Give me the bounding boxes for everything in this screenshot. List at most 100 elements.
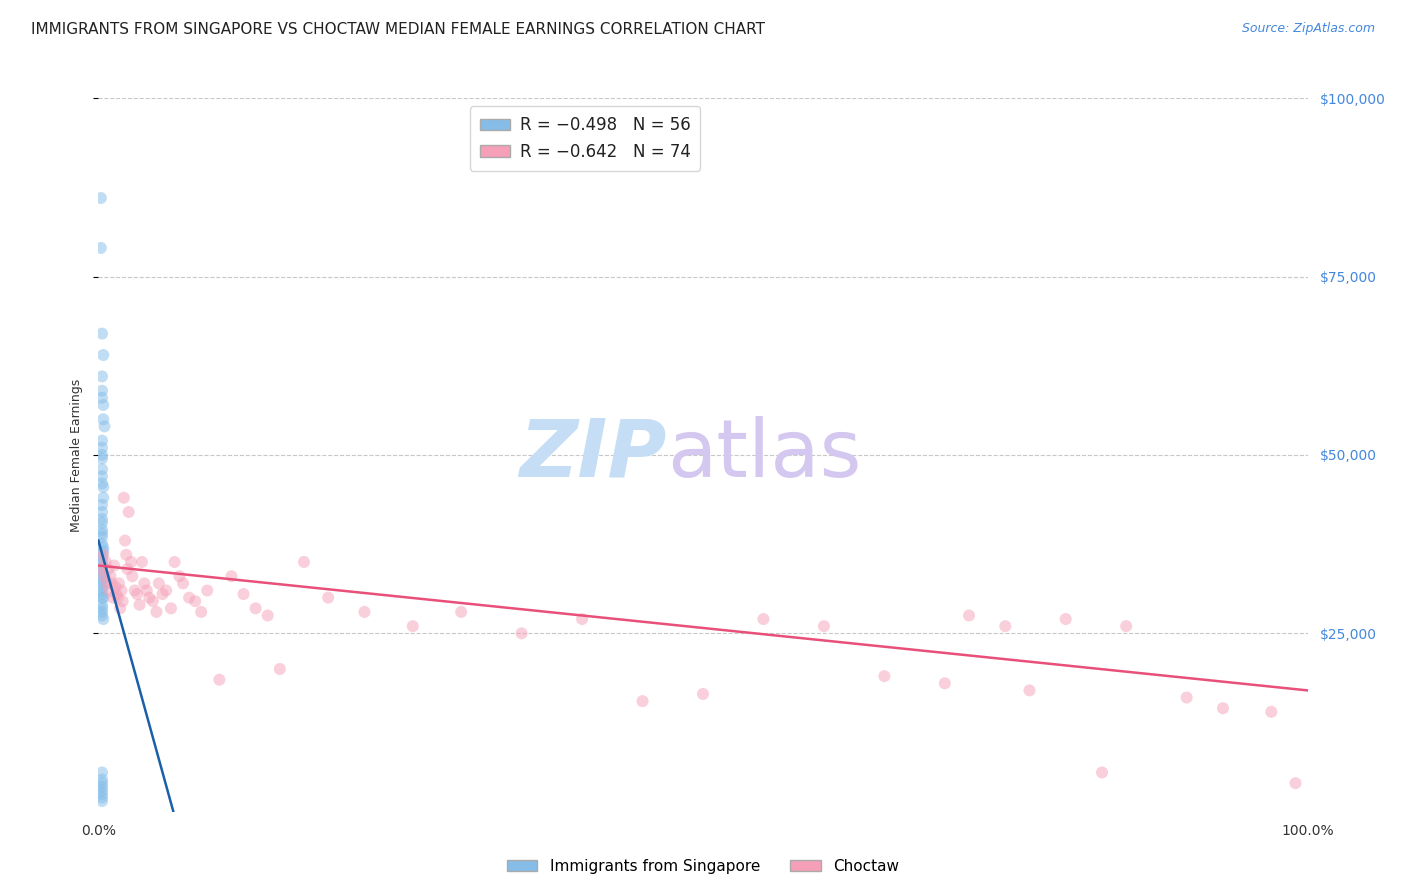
Point xyxy=(91,348,114,362)
Point xyxy=(91,558,114,573)
Point xyxy=(152,587,174,601)
Point xyxy=(134,576,156,591)
Point xyxy=(100,569,122,583)
Point xyxy=(1284,776,1306,790)
Point xyxy=(91,551,114,566)
Point xyxy=(155,583,177,598)
Point xyxy=(91,369,114,384)
Point xyxy=(100,576,122,591)
Point xyxy=(631,694,654,708)
Point xyxy=(692,687,714,701)
Point xyxy=(91,469,114,483)
Point xyxy=(994,619,1017,633)
Point xyxy=(91,601,114,615)
Point xyxy=(91,398,114,412)
Point xyxy=(91,476,114,491)
Point xyxy=(91,780,114,794)
Point xyxy=(111,594,134,608)
Y-axis label: Median Female Earnings: Median Female Earnings xyxy=(70,378,83,532)
Point xyxy=(96,576,118,591)
Point xyxy=(91,391,114,405)
Point xyxy=(269,662,291,676)
Point xyxy=(91,591,114,605)
Point xyxy=(1115,619,1137,633)
Point xyxy=(752,612,775,626)
Point xyxy=(91,772,114,787)
Point xyxy=(91,451,114,466)
Point xyxy=(108,576,131,591)
Point xyxy=(184,594,207,608)
Point xyxy=(179,591,201,605)
Point xyxy=(91,576,114,591)
Point xyxy=(120,555,142,569)
Point xyxy=(107,591,129,605)
Point xyxy=(91,462,114,476)
Point xyxy=(190,605,212,619)
Point xyxy=(957,608,980,623)
Point xyxy=(1054,612,1077,626)
Point xyxy=(1018,683,1040,698)
Point xyxy=(91,326,114,341)
Point xyxy=(91,608,114,623)
Point xyxy=(934,676,956,690)
Point xyxy=(91,598,114,612)
Point xyxy=(91,783,114,797)
Point xyxy=(208,673,231,687)
Point xyxy=(353,605,375,619)
Point xyxy=(91,562,114,576)
Point xyxy=(571,612,593,626)
Point xyxy=(91,434,114,448)
Point xyxy=(94,555,117,569)
Point xyxy=(138,591,160,605)
Point xyxy=(163,555,186,569)
Point xyxy=(91,498,114,512)
Point xyxy=(118,505,141,519)
Point xyxy=(91,412,114,426)
Point xyxy=(91,548,114,562)
Point xyxy=(91,441,114,455)
Text: IMMIGRANTS FROM SINGAPORE VS CHOCTAW MEDIAN FEMALE EARNINGS CORRELATION CHART: IMMIGRANTS FROM SINGAPORE VS CHOCTAW MED… xyxy=(31,22,765,37)
Point xyxy=(91,562,114,576)
Point xyxy=(145,605,167,619)
Point xyxy=(90,191,112,205)
Point xyxy=(91,776,114,790)
Text: ZIP: ZIP xyxy=(519,416,666,494)
Point xyxy=(91,384,114,398)
Text: Source: ZipAtlas.com: Source: ZipAtlas.com xyxy=(1241,22,1375,36)
Point xyxy=(117,562,139,576)
Point xyxy=(135,583,157,598)
Point xyxy=(91,541,114,555)
Point xyxy=(91,555,114,569)
Point xyxy=(97,562,120,576)
Point xyxy=(195,583,218,598)
Point xyxy=(101,591,124,605)
Legend: Immigrants from Singapore, Choctaw: Immigrants from Singapore, Choctaw xyxy=(501,853,905,880)
Point xyxy=(450,605,472,619)
Point xyxy=(91,591,114,605)
Point xyxy=(91,526,114,541)
Point xyxy=(91,505,114,519)
Point xyxy=(873,669,896,683)
Point xyxy=(115,548,138,562)
Point xyxy=(110,583,132,598)
Point xyxy=(98,583,121,598)
Point xyxy=(91,787,114,801)
Point xyxy=(232,587,254,601)
Point xyxy=(1091,765,1114,780)
Point xyxy=(91,605,114,619)
Point xyxy=(91,530,114,544)
Point xyxy=(91,580,114,594)
Point xyxy=(128,598,150,612)
Point xyxy=(91,794,114,808)
Point xyxy=(127,587,149,601)
Point xyxy=(510,626,533,640)
Point xyxy=(121,569,143,583)
Point xyxy=(112,491,135,505)
Point xyxy=(316,591,339,605)
Point xyxy=(256,608,278,623)
Point xyxy=(221,569,243,583)
Point xyxy=(91,573,114,587)
Point xyxy=(160,601,183,615)
Point xyxy=(91,790,114,805)
Point xyxy=(91,480,114,494)
